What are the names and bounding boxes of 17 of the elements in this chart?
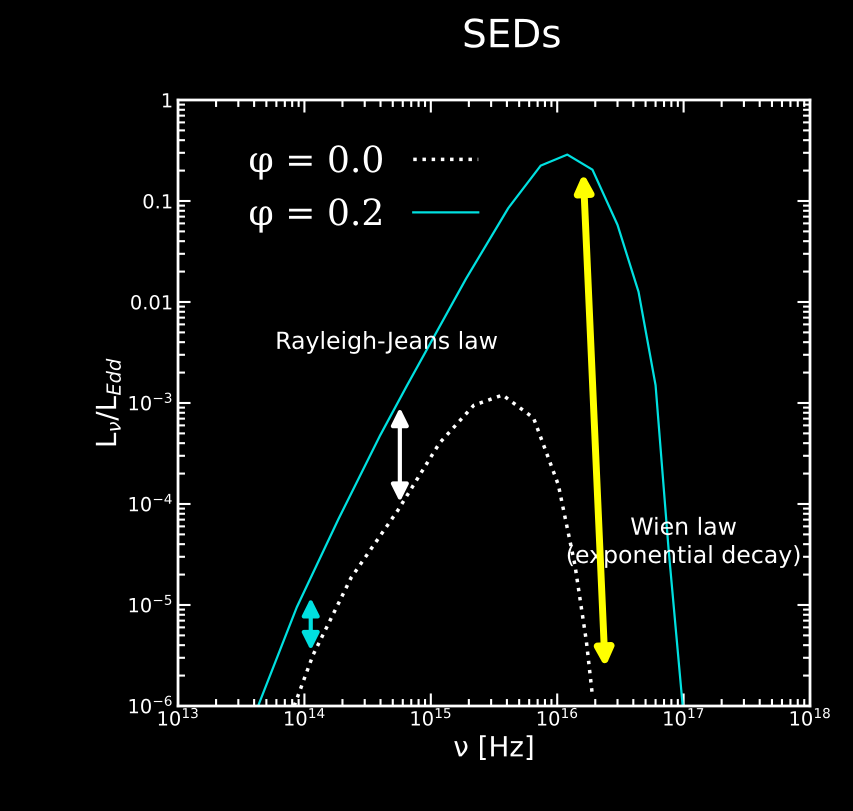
y-tick-label: 10$^{−3}$ [130, 392, 172, 410]
y-tick-label: 0.1 [144, 194, 172, 209]
y-tick-label: 10$^{−5}$ [130, 594, 172, 613]
chart-title: SEDs [464, 18, 560, 48]
x-tick-label: 10$^{16}$ [538, 708, 578, 726]
legend-label: φ = 0.2 [250, 198, 381, 233]
x-tick-label: 10$^{18}$ [790, 708, 830, 726]
y-tick-label: 1 [162, 93, 172, 108]
y-tick-label: 0.01 [131, 294, 172, 310]
x-tick-label: 10$^{15}$ [411, 708, 450, 726]
x-tick-label: 10$^{13}$ [158, 708, 198, 726]
x-tick-label: 10$^{17}$ [664, 708, 704, 726]
x-tick-label: 10$^{14}$ [285, 708, 324, 726]
y-axis-title: L$_{ν}$/L$_{Edd}$ [96, 358, 121, 446]
y-tick-label: 10$^{−4}$ [130, 494, 172, 512]
x-axis-title: ν [Hz] [454, 735, 532, 760]
legend-label: φ = 0.0 [250, 145, 382, 180]
